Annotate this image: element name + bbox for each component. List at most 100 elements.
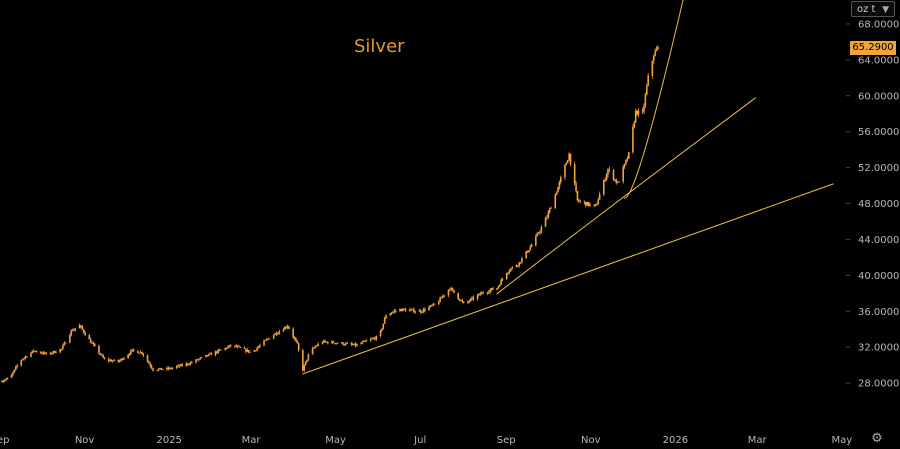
candle (537, 231, 540, 235)
candle (584, 201, 587, 208)
candle (311, 346, 314, 355)
candle (325, 341, 328, 343)
price-axis[interactable]: 68.0000 64.0000 60.0000 56.0000 52.0000 48.00… (846, 19, 899, 390)
candle (651, 60, 654, 79)
candle (573, 161, 576, 186)
candle (597, 197, 600, 205)
candle (171, 366, 174, 370)
candle (127, 353, 129, 359)
candle (554, 193, 557, 210)
candle (632, 124, 634, 155)
candle (89, 337, 92, 344)
candle (593, 204, 595, 208)
candle (293, 336, 296, 341)
candle (78, 323, 81, 329)
candle (31, 350, 34, 354)
candle (324, 339, 326, 343)
candle (517, 264, 519, 268)
candle (191, 360, 193, 364)
candle (63, 341, 66, 346)
candle (306, 359, 308, 363)
candle (45, 352, 48, 355)
candle (500, 278, 502, 286)
candle (564, 163, 566, 181)
candle (91, 341, 93, 344)
candle (375, 335, 378, 341)
candle (60, 348, 63, 351)
candle (62, 343, 64, 351)
candle (55, 350, 57, 354)
candle (607, 168, 609, 178)
candle (346, 341, 349, 344)
candle (440, 296, 443, 299)
candle (374, 336, 376, 341)
candle (175, 365, 178, 370)
candle (626, 156, 629, 162)
candle (285, 325, 287, 330)
candle (44, 351, 46, 355)
y-tick-label: 28.0000 (858, 379, 899, 390)
candle (403, 308, 405, 310)
candle (480, 291, 483, 295)
x-tick-label: Sep (497, 435, 516, 446)
candle (225, 347, 228, 350)
candle (332, 340, 335, 344)
candle (236, 344, 239, 349)
candle (579, 199, 582, 203)
candle (598, 191, 601, 200)
candle (132, 348, 135, 353)
candle (479, 291, 482, 296)
candle (528, 250, 530, 253)
unit-selector[interactable]: oz t ▼ (851, 1, 895, 17)
candle (206, 355, 208, 358)
candle (510, 268, 512, 272)
candle (35, 350, 38, 353)
candle (98, 344, 100, 355)
candle (401, 308, 404, 312)
candle (594, 203, 597, 207)
candle (644, 92, 647, 108)
candle (178, 364, 181, 368)
trendline[interactable] (302, 183, 834, 375)
candle (471, 295, 473, 301)
candle (333, 342, 336, 345)
candle (557, 186, 559, 193)
candle (196, 358, 199, 361)
candle (576, 190, 579, 202)
candle-series (1, 45, 659, 383)
candle (565, 161, 568, 166)
candle (419, 309, 422, 315)
candle (160, 367, 163, 370)
candle (608, 166, 611, 173)
candle (141, 351, 143, 355)
candle (51, 352, 53, 356)
candle (59, 348, 61, 354)
candle (372, 337, 375, 340)
candle (589, 202, 591, 207)
candle (501, 277, 504, 282)
candle (336, 342, 339, 344)
candle (505, 272, 508, 280)
gear-icon[interactable]: ⚙ (871, 431, 883, 446)
candle (267, 337, 269, 341)
candle (128, 352, 131, 357)
candle (179, 363, 182, 367)
chart-title: Silver (354, 36, 405, 57)
candle (209, 352, 211, 355)
candle (277, 331, 279, 335)
candle (412, 307, 415, 314)
candle (548, 207, 551, 214)
trendline[interactable] (623, 0, 684, 199)
trendline[interactable] (496, 97, 757, 295)
candle (586, 201, 588, 206)
candle (216, 350, 218, 355)
candle (41, 351, 43, 355)
candle (234, 345, 236, 348)
time-axis[interactable]: Sep Nov 2025 Mar May Jul Sep Nov 2026 Mar May (0, 435, 852, 446)
candle (228, 345, 231, 349)
trendline-group (302, 0, 834, 375)
candle (530, 243, 533, 248)
candle (24, 355, 27, 360)
candle (365, 339, 368, 342)
